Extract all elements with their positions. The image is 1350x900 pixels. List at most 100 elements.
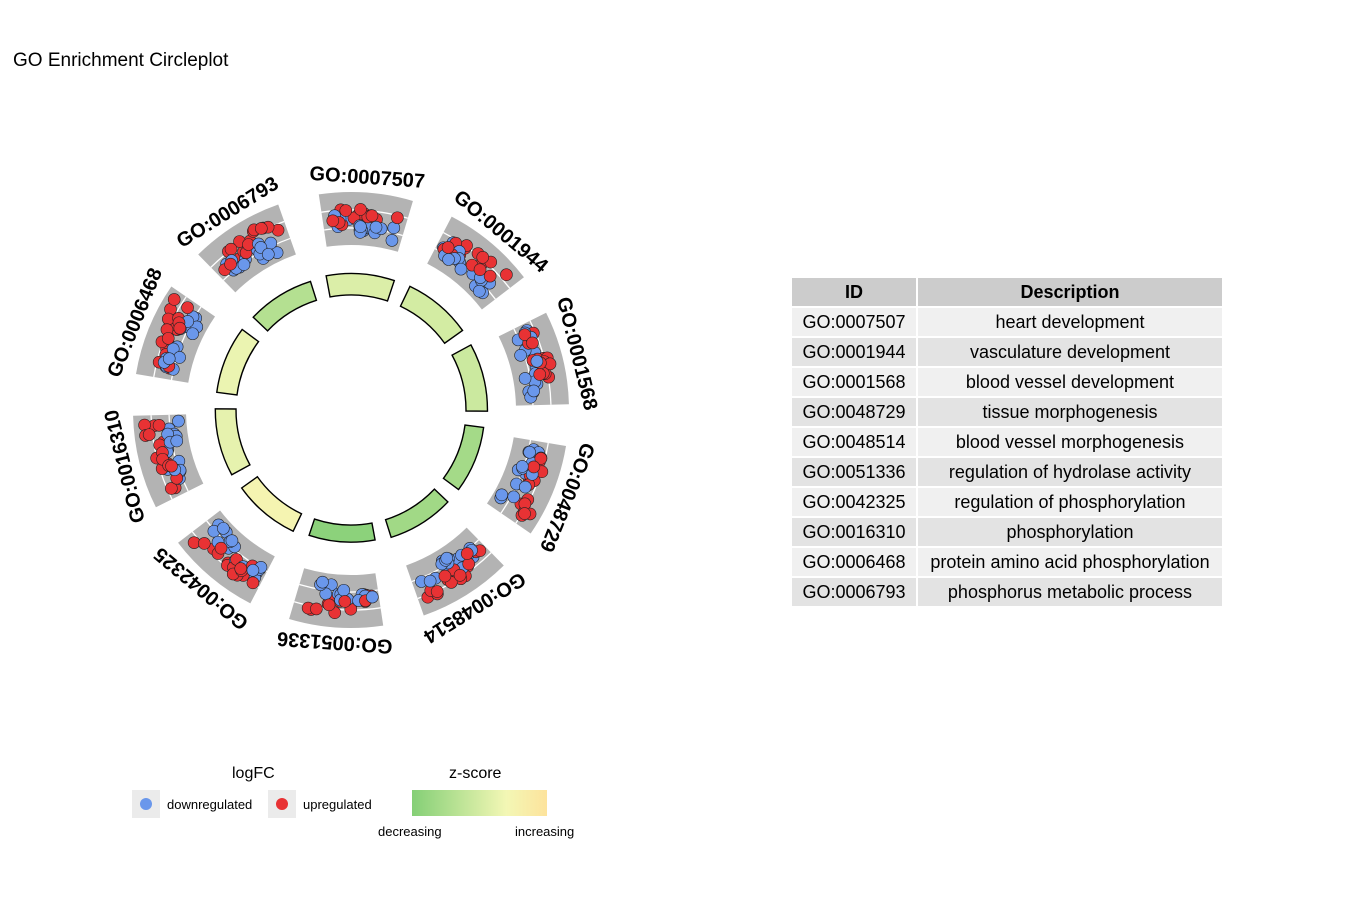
gene-dot-up	[354, 203, 367, 216]
gene-dot-up	[214, 541, 228, 555]
gene-dot-up	[165, 459, 178, 473]
gene-dot-up	[534, 452, 548, 465]
gene-dot-up	[167, 293, 181, 306]
gene-dot-down	[518, 372, 532, 385]
table-row: GO:0001944 vasculature development	[792, 338, 1222, 366]
gene-dot-up	[165, 482, 178, 495]
cell-description: vasculature development	[918, 338, 1222, 366]
gene-dot-up	[391, 211, 404, 225]
gene-dot-up	[234, 562, 248, 575]
gene-dot-down	[523, 445, 536, 459]
gene-dot-down	[316, 575, 329, 589]
gene-dot-up	[500, 268, 513, 282]
legend-zscore-low: decreasing	[378, 824, 442, 839]
gene-dot-down	[246, 564, 260, 577]
table-header-row: ID Description	[792, 278, 1222, 306]
chart-title: GO Enrichment Circleplot	[13, 50, 229, 71]
table-row: GO:0048514 blood vessel morphogenesis	[792, 428, 1222, 456]
zscore-segment	[240, 475, 303, 533]
gene-dot-down	[217, 522, 230, 535]
segment-label: GO:0051336	[276, 627, 393, 657]
table-row: GO:0042325 regulation of phosphorylation	[792, 488, 1222, 516]
zscore-segment	[384, 488, 449, 539]
gene-dot-up	[310, 602, 323, 616]
cell-id: GO:0006793	[792, 578, 916, 606]
cell-description: blood vessel development	[918, 368, 1222, 396]
table-row: GO:0048729 tissue morphogenesis	[792, 398, 1222, 426]
gene-dot-up	[476, 250, 490, 264]
gene-dot-up	[338, 595, 352, 608]
gene-dot-up	[152, 418, 166, 432]
gene-dot-up	[460, 547, 474, 560]
go-circleplot: GO:0007507GO:0001944GO:0001568GO:0048729…	[101, 163, 602, 657]
cell-description: blood vessel morphogenesis	[918, 428, 1222, 456]
cell-id: GO:0048729	[792, 398, 916, 426]
gene-dot-down	[354, 220, 367, 234]
gene-dot-down	[495, 488, 509, 502]
cell-description: protein amino acid phosphorylation	[918, 548, 1222, 576]
cell-id: GO:0001568	[792, 368, 916, 396]
gene-dot-up	[224, 257, 237, 271]
gene-dot-down	[186, 327, 199, 341]
cell-id: GO:0007507	[792, 308, 916, 336]
gene-dot-up	[526, 336, 539, 350]
cell-description: regulation of hydrolase activity	[918, 458, 1222, 486]
cell-description: phosphorylation	[918, 518, 1222, 546]
zscore-segment	[399, 285, 464, 345]
header-description: Description	[918, 278, 1222, 306]
gene-dot-up	[224, 242, 238, 256]
track-gridline	[168, 414, 189, 492]
gene-dot-down	[262, 248, 275, 261]
gene-dot-down	[423, 574, 437, 588]
gene-dot-up	[322, 598, 336, 612]
cell-id: GO:0042325	[792, 488, 916, 516]
cell-id: GO:0001944	[792, 338, 916, 366]
gene-dot-down	[514, 348, 527, 362]
cell-id: GO:0006468	[792, 548, 916, 576]
gene-dot-down	[518, 480, 532, 494]
gene-dot-up	[326, 214, 340, 228]
cell-id: GO:0048514	[792, 428, 916, 456]
gene-dot-up	[181, 301, 194, 314]
legend-label-up: upregulated	[303, 797, 372, 812]
header-id: ID	[792, 278, 916, 306]
gene-dot-down	[515, 460, 529, 473]
cell-id: GO:0016310	[792, 518, 916, 546]
gene-dot-down	[225, 534, 239, 547]
gene-dot-down	[530, 354, 544, 368]
legend-label-down: downregulated	[167, 797, 253, 812]
gene-dot-down	[237, 258, 251, 271]
gene-dot-up	[339, 204, 353, 217]
table-row: GO:0007507 heart development	[792, 308, 1222, 336]
table-row: GO:0006793 phosphorus metabolic process	[792, 578, 1222, 606]
zscore-colorbar	[412, 790, 547, 816]
gene-dot-up	[142, 428, 156, 441]
gene-dot-down	[440, 551, 454, 565]
gene-dot-down	[385, 234, 399, 247]
gene-dot-up	[453, 569, 467, 582]
gene-dot-up	[430, 585, 444, 598]
gene-dot-up	[173, 321, 187, 335]
gene-dot-down	[507, 490, 520, 504]
gene-dot-up	[527, 460, 541, 474]
zscore-segment	[451, 343, 489, 412]
cell-description: heart development	[918, 308, 1222, 336]
gene-dot-up	[473, 263, 487, 276]
gene-dot-up	[365, 209, 379, 222]
gene-dot-up	[197, 537, 211, 550]
gene-dot-up	[441, 241, 455, 254]
gene-dot-up	[533, 368, 547, 381]
zscore-segment	[215, 328, 260, 396]
gene-dot-down	[369, 220, 383, 234]
legend-zscore-high: increasing	[515, 824, 575, 839]
zscore-segment	[214, 408, 251, 476]
cell-description: tissue morphogenesis	[918, 398, 1222, 426]
gene-dot-down	[337, 583, 351, 597]
table-row: GO:0051336 regulation of hydrolase activi…	[792, 458, 1222, 486]
gene-dot-up	[438, 569, 452, 583]
gene-dot-down	[173, 351, 186, 364]
gene-dot-up	[518, 328, 532, 342]
gene-dot-down	[366, 590, 379, 604]
go-term-table: ID Description GO:0007507 heart developme…	[790, 276, 1224, 608]
table-row: GO:0001568 blood vessel development	[792, 368, 1222, 396]
